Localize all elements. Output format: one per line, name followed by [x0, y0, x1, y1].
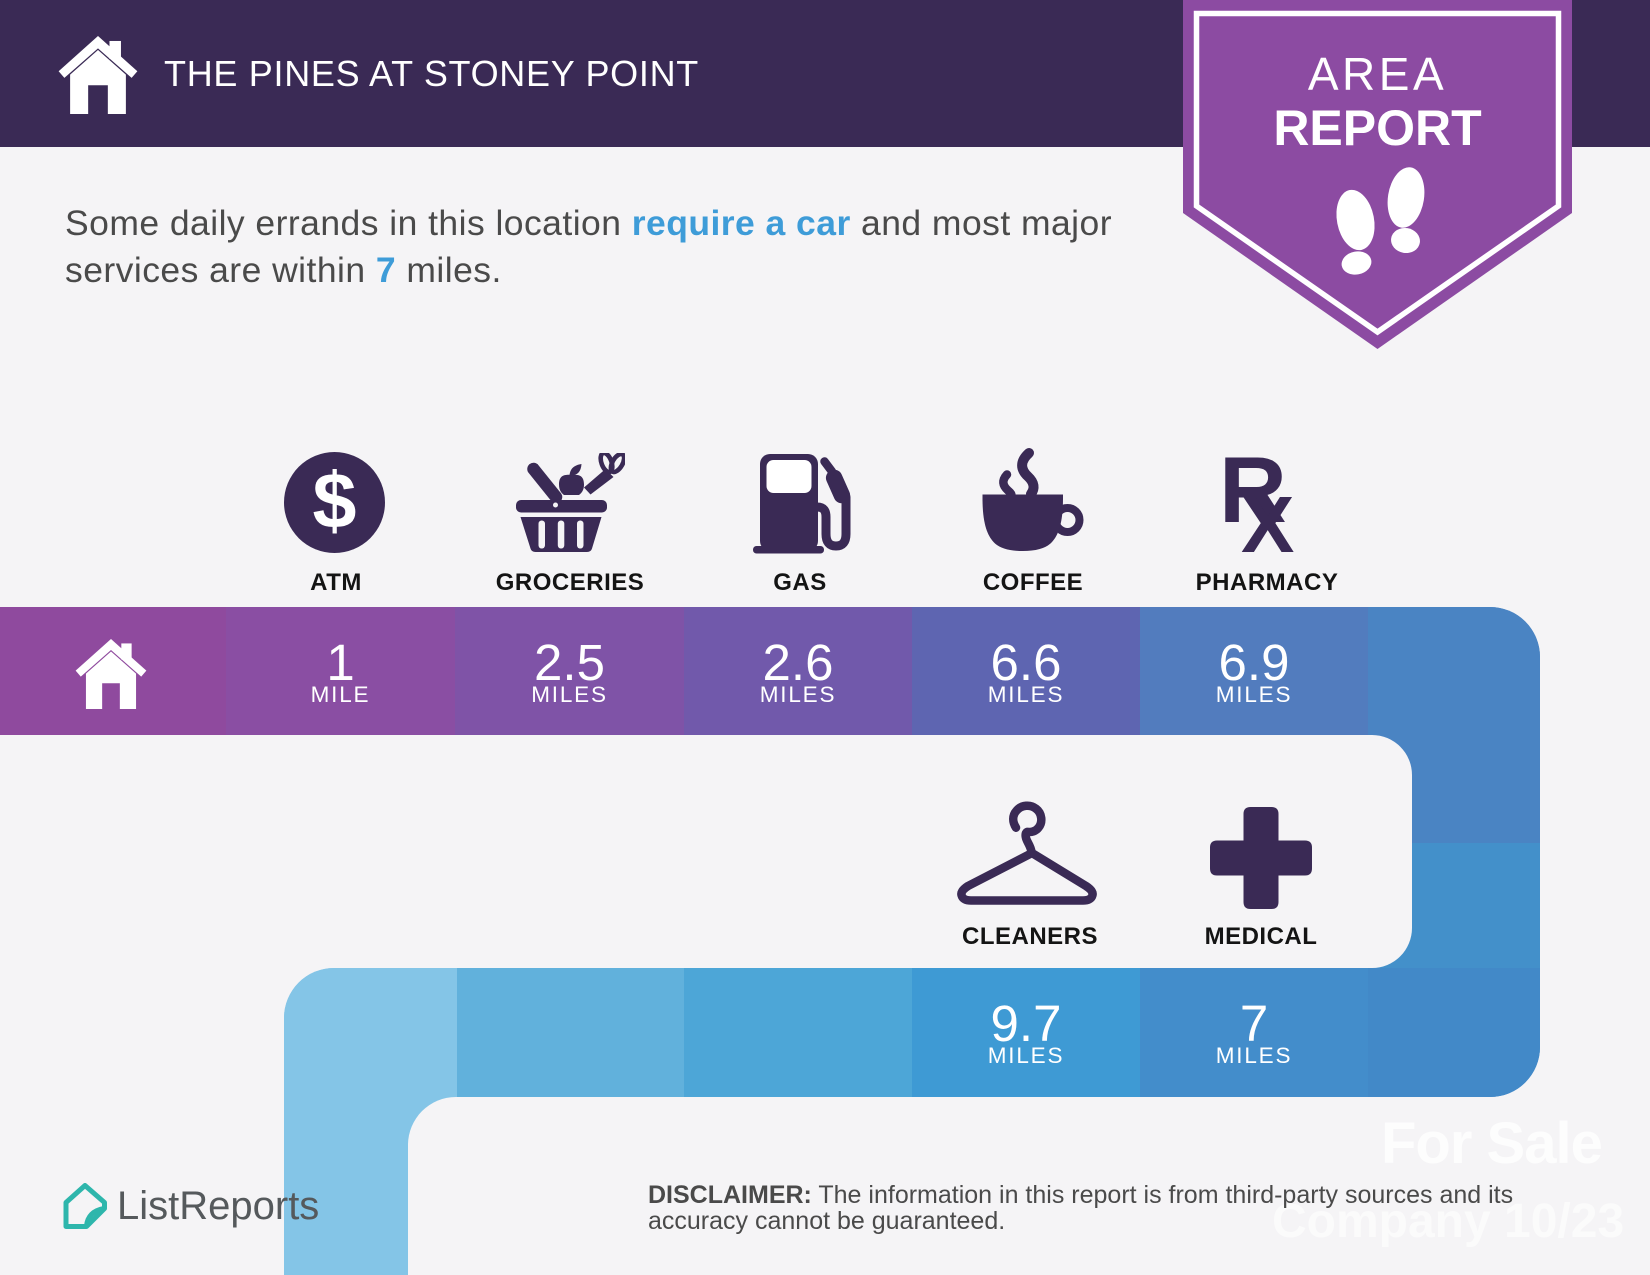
svg-text:REPORT: REPORT	[1273, 100, 1481, 156]
svg-text:$: $	[313, 456, 357, 545]
svg-text:AREA: AREA	[1308, 48, 1447, 100]
